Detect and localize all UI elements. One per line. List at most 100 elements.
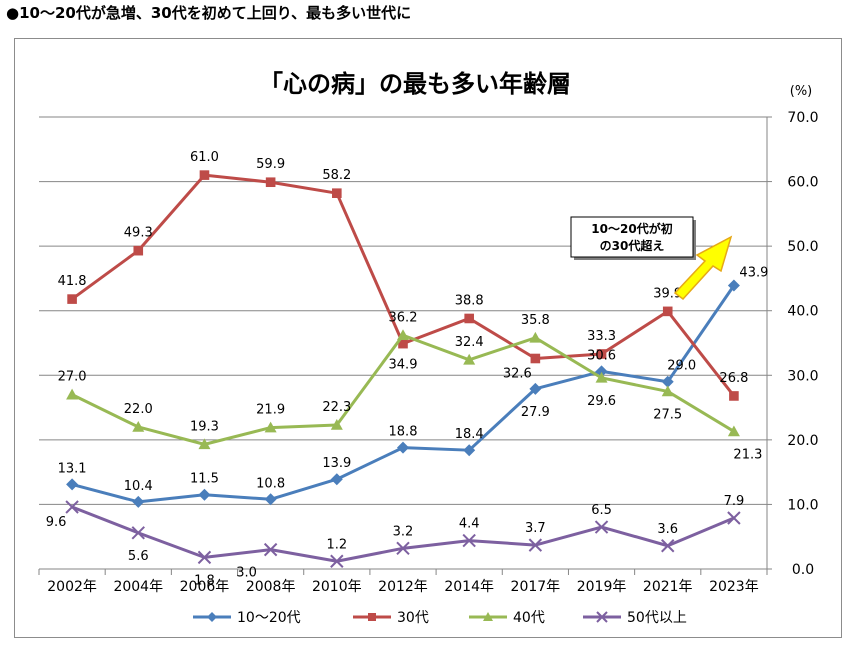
data-point xyxy=(265,177,276,188)
legend-item: 30代 xyxy=(353,610,429,626)
x-tick-label: 2023年 xyxy=(709,579,759,595)
data-label: 10.4 xyxy=(124,479,153,494)
data-label: 13.1 xyxy=(58,461,87,476)
legend-item: 10～20代 xyxy=(193,610,301,626)
data-point xyxy=(729,391,739,401)
y-tick-label: 10.0 xyxy=(787,497,818,513)
data-label: 33.3 xyxy=(587,329,616,344)
data-point xyxy=(398,338,408,349)
x-tick-label: 2014年 xyxy=(444,579,494,595)
series-1 xyxy=(67,170,739,401)
legend-item: 40代 xyxy=(469,610,545,626)
data-point xyxy=(66,478,79,491)
data-point xyxy=(661,375,674,388)
data-point xyxy=(67,294,77,304)
data-label: 21.9 xyxy=(256,403,285,418)
data-point xyxy=(330,419,343,430)
legend: 10～20代 30代 40代 50代以上 xyxy=(193,610,687,626)
data-label: 27.9 xyxy=(521,405,550,420)
line-chart: 「心の病」の最も多い年齢層 (%) 0.0 10.0 20.0 30.0 40.0 50.… xyxy=(38,70,819,626)
axes xyxy=(38,116,772,575)
grid-lines xyxy=(39,116,767,505)
y-tick-label: 20.0 xyxy=(787,433,818,449)
data-label: 3.6 xyxy=(657,522,678,537)
data-point xyxy=(264,421,277,433)
data-label: 1.2 xyxy=(326,537,347,552)
data-point xyxy=(530,353,541,364)
data-point xyxy=(332,188,342,198)
x-tick-label: 2010年 xyxy=(312,579,362,595)
chart-title: 「心の病」の最も多い年齢層 xyxy=(259,70,571,98)
data-label: 19.3 xyxy=(190,419,219,434)
data-point xyxy=(529,382,542,395)
x-tick-label: 2006年 xyxy=(180,579,230,595)
callout-box xyxy=(570,216,694,258)
x-tick-label: 2019年 xyxy=(577,579,627,595)
data-point xyxy=(727,425,740,437)
data-point xyxy=(65,500,79,514)
legend-label: 10～20代 xyxy=(237,610,301,626)
data-point xyxy=(528,538,543,552)
data-label: 11.5 xyxy=(190,472,219,487)
data-label: 27.5 xyxy=(653,407,682,422)
callout-text: の30代超え xyxy=(600,238,665,253)
data-label: 3.7 xyxy=(525,521,546,536)
up-arrow xyxy=(673,235,733,301)
series-2 xyxy=(66,329,740,450)
data-point xyxy=(463,353,476,365)
data-point xyxy=(462,533,476,548)
data-label: 29.6 xyxy=(587,394,616,409)
x-tick-labels: 2002年 2004年 2006年 2008年 2010年 2012年 2014年 2017年… xyxy=(47,579,758,595)
data-point xyxy=(66,388,79,400)
x-tick-label: 2002年 xyxy=(47,579,97,595)
data-label: 1.8 xyxy=(194,573,215,588)
series-3 xyxy=(65,500,741,568)
data-point xyxy=(264,493,277,506)
data-point xyxy=(199,170,210,180)
legend-label: 40代 xyxy=(513,610,545,626)
data-point xyxy=(661,385,674,397)
legend-label: 50代以上 xyxy=(627,610,687,626)
data-point xyxy=(727,279,740,292)
data-point xyxy=(197,550,212,565)
data-label: 38.8 xyxy=(455,293,484,308)
data-point xyxy=(330,554,344,568)
data-label: 22.0 xyxy=(124,402,153,417)
y-tick-label: 50.0 xyxy=(787,239,818,255)
x-tick-label: 2012年 xyxy=(378,579,428,595)
x-tick-label: 2004年 xyxy=(113,579,163,595)
data-point xyxy=(595,371,608,383)
data-point xyxy=(198,488,211,501)
y-tick-label: 70.0 xyxy=(787,110,818,126)
data-label: 34.9 xyxy=(389,358,418,373)
data-label: 30.6 xyxy=(587,348,616,363)
chart-frame: 「心の病」の最も多い年齢層 (%) 0.0 10.0 20.0 30.0 40.0 50.… xyxy=(14,38,842,638)
y-tick-label: 40.0 xyxy=(787,304,818,320)
y-unit-label: (%) xyxy=(790,84,813,99)
x-tick-label: 2021年 xyxy=(643,579,693,595)
data-label: 3.0 xyxy=(236,566,257,581)
x-tick-label: 2008年 xyxy=(246,579,296,595)
callout-text: 10～20代が初 xyxy=(591,221,672,236)
legend-marker xyxy=(368,613,376,621)
data-label: 32.6 xyxy=(503,366,532,381)
data-label: 59.9 xyxy=(256,157,285,172)
data-point xyxy=(397,441,409,454)
page-headline: ●10～20代が急増、30代を初めて上回り、最も多い世代に xyxy=(6,4,412,22)
data-label: 4.4 xyxy=(459,517,480,532)
data-label: 32.4 xyxy=(455,335,484,350)
legend-marker xyxy=(483,612,493,621)
data-point xyxy=(133,245,144,256)
data-label: 10.8 xyxy=(256,476,285,491)
data-label: 29.0 xyxy=(667,359,696,374)
data-point xyxy=(132,420,145,432)
data-label: 43.9 xyxy=(739,266,768,281)
data-label: 5.6 xyxy=(128,549,149,564)
y-tick-label: 0.0 xyxy=(792,562,814,578)
data-label: 3.2 xyxy=(393,524,414,539)
data-label: 18.8 xyxy=(389,425,418,440)
data-point xyxy=(131,526,145,540)
data-point xyxy=(198,438,211,450)
data-point xyxy=(529,331,542,343)
data-label: 49.3 xyxy=(124,226,153,241)
